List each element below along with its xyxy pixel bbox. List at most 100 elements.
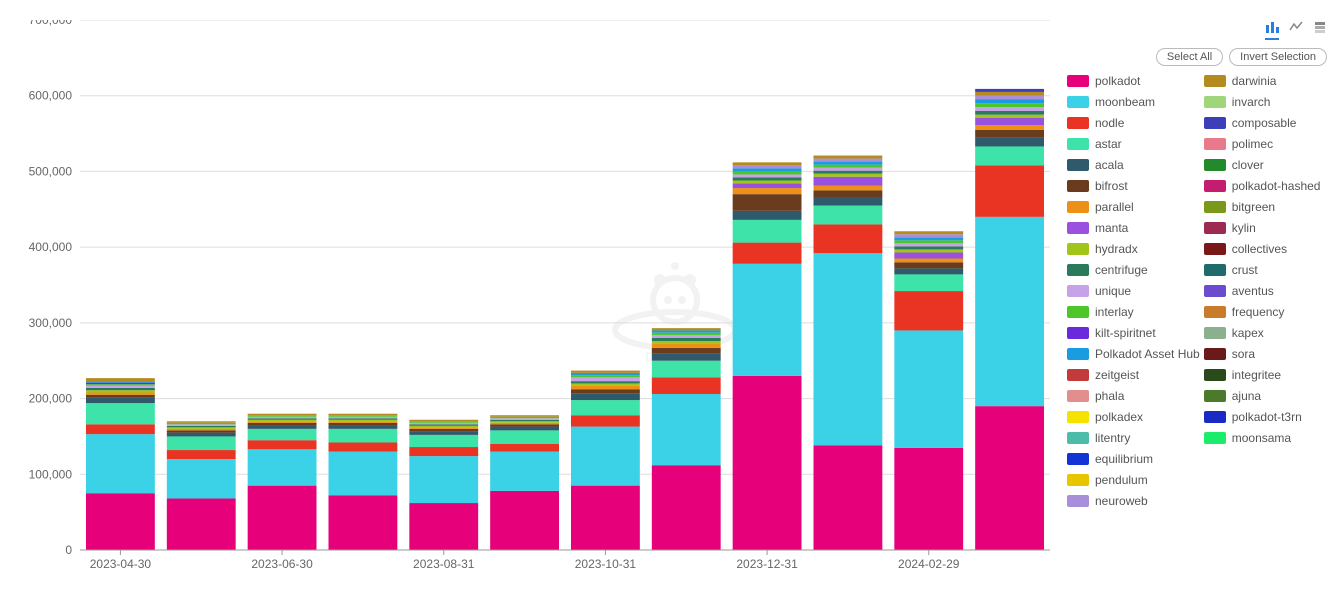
bar-segment[interactable] [733, 177, 802, 180]
legend-item[interactable]: polkadot-hashed [1204, 179, 1327, 193]
bar-segment[interactable] [409, 435, 478, 447]
bar-segment[interactable] [167, 421, 236, 423]
bar-segment[interactable] [894, 240, 963, 243]
bar-segment[interactable] [86, 434, 155, 493]
bar-segment[interactable] [814, 156, 883, 159]
bar-segment[interactable] [733, 243, 802, 264]
bar-segment[interactable] [975, 92, 1044, 96]
bar-segment[interactable] [652, 465, 721, 550]
legend-item[interactable]: hydradx [1067, 242, 1200, 256]
bar-segment[interactable] [733, 165, 802, 168]
legend-item[interactable]: invarch [1204, 95, 1327, 109]
bar-segment[interactable] [167, 499, 236, 550]
line-chart-icon[interactable] [1289, 20, 1303, 40]
bar-segment[interactable] [733, 162, 802, 165]
legend-item[interactable]: clover [1204, 158, 1327, 172]
bar-segment[interactable] [733, 194, 802, 211]
bar-segment[interactable] [167, 433, 236, 437]
bar-segment[interactable] [733, 376, 802, 550]
bar-segment[interactable] [490, 418, 559, 420]
bar-segment[interactable] [652, 338, 721, 341]
bar-segment[interactable] [409, 424, 478, 426]
bar-segment[interactable] [248, 421, 317, 423]
bar-segment[interactable] [975, 96, 1044, 100]
bar-segment[interactable] [814, 253, 883, 445]
legend-item[interactable]: sora [1204, 347, 1327, 361]
bar-segment[interactable] [248, 423, 317, 425]
legend-item[interactable]: crust [1204, 263, 1327, 277]
bar-segment[interactable] [490, 421, 559, 423]
bar-segment[interactable] [894, 234, 963, 237]
bar-chart-icon[interactable] [1265, 20, 1279, 40]
bar-segment[interactable] [814, 198, 883, 206]
bar-segment[interactable] [975, 125, 1044, 130]
bar-segment[interactable] [975, 100, 1044, 104]
legend-item[interactable]: polkadot [1067, 74, 1200, 88]
bar-segment[interactable] [814, 168, 883, 171]
bar-segment[interactable] [86, 398, 155, 403]
bar-segment[interactable] [490, 430, 559, 444]
bar-segment[interactable] [733, 168, 802, 171]
bar-segment[interactable] [329, 429, 398, 443]
bar-segment[interactable] [409, 421, 478, 423]
bar-segment[interactable] [86, 390, 155, 392]
legend-item[interactable]: astar [1067, 137, 1200, 151]
bar-segment[interactable] [329, 452, 398, 496]
bar-segment[interactable] [329, 421, 398, 423]
bar-segment[interactable] [733, 264, 802, 376]
bar-segment[interactable] [409, 420, 478, 422]
bar-segment[interactable] [733, 188, 802, 194]
legend-item[interactable]: moonsama [1204, 431, 1327, 445]
bar-segment[interactable] [975, 103, 1044, 107]
bar-segment[interactable] [329, 418, 398, 420]
legend-item[interactable]: integritee [1204, 368, 1327, 382]
bar-segment[interactable] [975, 146, 1044, 165]
bar-segment[interactable] [86, 378, 155, 381]
bar-segment[interactable] [571, 383, 640, 385]
bar-segment[interactable] [652, 361, 721, 378]
bar-segment[interactable] [733, 174, 802, 177]
bar-segment[interactable] [490, 420, 559, 422]
bar-segment[interactable] [329, 495, 398, 550]
bar-segment[interactable] [248, 429, 317, 440]
select-all-button[interactable]: Select All [1156, 48, 1223, 66]
bar-segment[interactable] [86, 403, 155, 424]
bar-segment[interactable] [490, 427, 559, 431]
bar-segment[interactable] [329, 423, 398, 425]
bar-segment[interactable] [733, 181, 802, 184]
bar-segment[interactable] [490, 452, 559, 491]
bar-segment[interactable] [733, 220, 802, 243]
bar-segment[interactable] [86, 381, 155, 383]
bar-segment[interactable] [409, 423, 478, 425]
bar-segment[interactable] [248, 418, 317, 420]
legend-item[interactable]: neuroweb [1067, 494, 1200, 508]
bar-segment[interactable] [571, 427, 640, 486]
bar-segment[interactable] [894, 262, 963, 268]
bar-segment[interactable] [894, 237, 963, 240]
legend-item[interactable]: equilibrium [1067, 452, 1200, 466]
legend-item[interactable]: interlay [1067, 305, 1200, 319]
legend-item[interactable]: polkadot-t3rn [1204, 410, 1327, 424]
legend-item[interactable]: pendulum [1067, 473, 1200, 487]
bar-segment[interactable] [86, 395, 155, 398]
bar-segment[interactable] [814, 186, 883, 191]
bar-segment[interactable] [167, 427, 236, 429]
bar-segment[interactable] [975, 89, 1044, 92]
bar-segment[interactable] [652, 343, 721, 348]
legend-item[interactable]: composable [1204, 116, 1327, 130]
bar-segment[interactable] [571, 371, 640, 373]
bar-segment[interactable] [652, 341, 721, 343]
bar-segment[interactable] [894, 252, 963, 258]
bar-segment[interactable] [409, 427, 478, 429]
bar-segment[interactable] [571, 377, 640, 381]
bar-segment[interactable] [894, 274, 963, 291]
bar-segment[interactable] [167, 426, 236, 428]
bar-segment[interactable] [86, 386, 155, 388]
bar-segment[interactable] [975, 118, 1044, 126]
bar-segment[interactable] [894, 249, 963, 252]
bar-segment[interactable] [814, 190, 883, 198]
legend-item[interactable]: parallel [1067, 200, 1200, 214]
bar-segment[interactable] [329, 414, 398, 416]
bar-segment[interactable] [894, 243, 963, 246]
bar-segment[interactable] [814, 177, 883, 186]
